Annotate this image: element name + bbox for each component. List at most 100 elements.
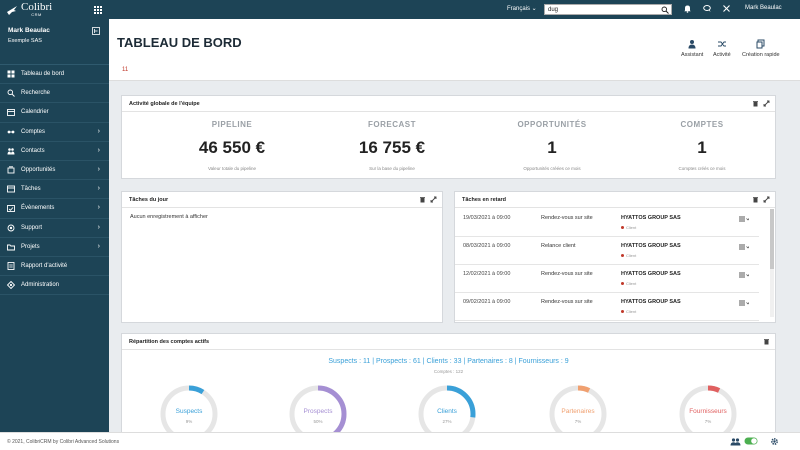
expand-icon[interactable] <box>430 196 437 203</box>
repartition-header: Répartition des comptes actifs <box>122 334 775 350</box>
summary-separator: | <box>512 358 519 365</box>
status-badge: Client <box>621 281 636 286</box>
status-badge: Client <box>621 253 636 258</box>
shuffle-icon <box>717 41 726 47</box>
assistant-label: Assistant <box>681 52 704 58</box>
sidebar-item-report[interactable]: Rapport d'activité <box>0 257 109 277</box>
summary-part: Partenaires : 8 <box>467 358 513 365</box>
sidebar-user: Mark Beaulac Exemple SAS <box>0 19 109 65</box>
task-company[interactable]: HYATTOS GROUP SAS <box>621 215 681 221</box>
task-date: 08/03/2021 à 09:00 <box>463 243 511 249</box>
admin-icon <box>7 281 15 290</box>
sidebar-item-label: Opportunités <box>21 167 56 174</box>
user-menu[interactable]: Mark Beaulac <box>745 5 782 11</box>
app-logo[interactable]: Colibri CRM <box>0 0 110 19</box>
sidebar-item-label: Calendrier <box>21 109 49 116</box>
quick-create-icon <box>756 39 765 49</box>
logout-icon[interactable] <box>92 27 100 35</box>
sidebar-user-name: Mark Beaulac <box>8 27 50 34</box>
colibri-bird-icon <box>7 5 17 15</box>
table-row[interactable]: 09/02/2021 à 09:00 Rendez-vous sur site HY… <box>455 293 759 321</box>
sidebar-item-events[interactable]: Évènements › <box>0 199 109 219</box>
report-icon <box>7 262 15 270</box>
row-menu-icon[interactable] <box>739 272 749 278</box>
language-select[interactable]: Français ⌄ <box>507 6 537 12</box>
summary-part: Clients : 33 <box>426 358 462 365</box>
task-company[interactable]: HYATTOS GROUP SAS <box>621 271 681 277</box>
sidebar-item-admin[interactable]: Administration <box>0 276 109 296</box>
sidebar-menu: Tableau de bord Recherche Calendrier Compte… <box>0 65 109 296</box>
user-icon <box>688 40 696 49</box>
apps-grid-icon[interactable] <box>94 5 102 14</box>
kpi-sub: Opportunités créées ce mois <box>523 166 581 171</box>
dashboard-tabs: 11 <box>109 61 800 81</box>
donut-pct: 9% <box>185 419 193 424</box>
sidebar-item-accounts[interactable]: Comptes › <box>0 123 109 142</box>
chevron-right-icon: › <box>97 204 100 212</box>
sidebar-item-calendar[interactable]: Calendrier <box>0 103 109 123</box>
search-input[interactable]: dug <box>544 4 672 15</box>
main-content: TABLEAU DE BORD Assistant Activité Créat… <box>109 19 800 443</box>
chevron-right-icon: › <box>97 223 100 231</box>
chat-icon[interactable] <box>703 4 712 13</box>
quick-create-label: Création rapide <box>742 52 780 58</box>
donut-pct: 50% <box>313 419 323 424</box>
chevron-right-icon: › <box>97 146 100 154</box>
sidebar-item-projects[interactable]: Projets › <box>0 238 109 257</box>
sidebar: Mark Beaulac Exemple SAS Tableau de bord… <box>0 19 109 432</box>
assistant-button[interactable]: Assistant <box>681 39 703 58</box>
expand-icon[interactable] <box>763 100 770 107</box>
bell-icon[interactable] <box>683 4 692 13</box>
sidebar-item-dashboard[interactable]: Tableau de bord <box>0 65 109 85</box>
summary-separator: | <box>461 358 468 365</box>
sidebar-item-contacts[interactable]: Contacts › <box>0 142 109 161</box>
gear-icon[interactable] <box>770 437 779 446</box>
trash-icon[interactable] <box>752 196 759 203</box>
task-title[interactable]: Rendez-vous sur site <box>541 215 593 221</box>
activity-panel: Activité globale de l'équipe PIPELINE 46 … <box>121 95 776 179</box>
task-title[interactable]: Relance client <box>541 243 576 249</box>
activity-button[interactable]: Activité <box>713 39 731 58</box>
trash-icon[interactable] <box>419 196 426 203</box>
table-row[interactable]: 19/03/2021 à 09:00 Rendez-vous sur site HY… <box>455 209 759 237</box>
status-text: Client <box>626 281 637 286</box>
dashboard-icon <box>7 70 15 78</box>
kpi-label: COMPTES <box>680 120 724 129</box>
tab-number[interactable]: 11 <box>122 67 129 73</box>
quick-create-button[interactable]: Création rapide <box>742 39 780 58</box>
users-icon[interactable] <box>730 437 741 446</box>
table-row[interactable]: 12/02/2021 à 09:00 Rendez-vous sur site HY… <box>455 265 759 293</box>
task-title[interactable]: Rendez-vous sur site <box>541 271 593 277</box>
expand-icon[interactable] <box>763 196 770 203</box>
trash-icon[interactable] <box>752 100 759 107</box>
trash-icon[interactable] <box>763 338 770 345</box>
kpi-value: 16 755 € <box>358 138 426 157</box>
scrollbar-thumb[interactable] <box>770 209 774 269</box>
chevron-right-icon: › <box>97 185 100 193</box>
sidebar-item-support[interactable]: Support › <box>0 219 109 238</box>
chevron-right-icon: › <box>97 127 100 135</box>
tasks-today-empty: Aucun enregistrement à afficher <box>130 214 208 220</box>
sidebar-item-label: Recherche <box>21 90 51 97</box>
toggle-switch[interactable] <box>744 437 758 445</box>
sidebar-item-opportunities[interactable]: Opportunités › <box>0 161 109 181</box>
kpi-label: OPPORTUNITÉS <box>517 120 587 129</box>
donut-arc <box>679 385 737 443</box>
table-row[interactable]: 08/03/2021 à 09:00 Relance client HYATTOS … <box>455 237 759 265</box>
task-company[interactable]: HYATTOS GROUP SAS <box>621 299 681 305</box>
row-menu-icon[interactable] <box>739 216 749 222</box>
sidebar-item-tasks[interactable]: Tâches › <box>0 180 109 200</box>
tools-icon[interactable] <box>722 4 731 13</box>
kpi-3: COMPTES 1 Comptes créés ce mois <box>622 120 782 171</box>
tasks-late-scrollbar[interactable] <box>770 209 774 317</box>
task-title[interactable]: Rendez-vous sur site <box>541 299 593 305</box>
kpi-label: PIPELINE <box>211 120 253 129</box>
kpi-0: PIPELINE 46 550 € Valeur totale du pipelin… <box>152 120 312 171</box>
row-menu-icon[interactable] <box>739 300 749 306</box>
row-menu-icon[interactable] <box>739 244 749 250</box>
sidebar-item-search[interactable]: Recherche <box>0 84 109 104</box>
repartition-total: Comptes : 122 <box>433 369 464 374</box>
search-icon[interactable] <box>661 6 669 14</box>
status-dot <box>621 310 624 313</box>
task-company[interactable]: HYATTOS GROUP SAS <box>621 243 681 249</box>
